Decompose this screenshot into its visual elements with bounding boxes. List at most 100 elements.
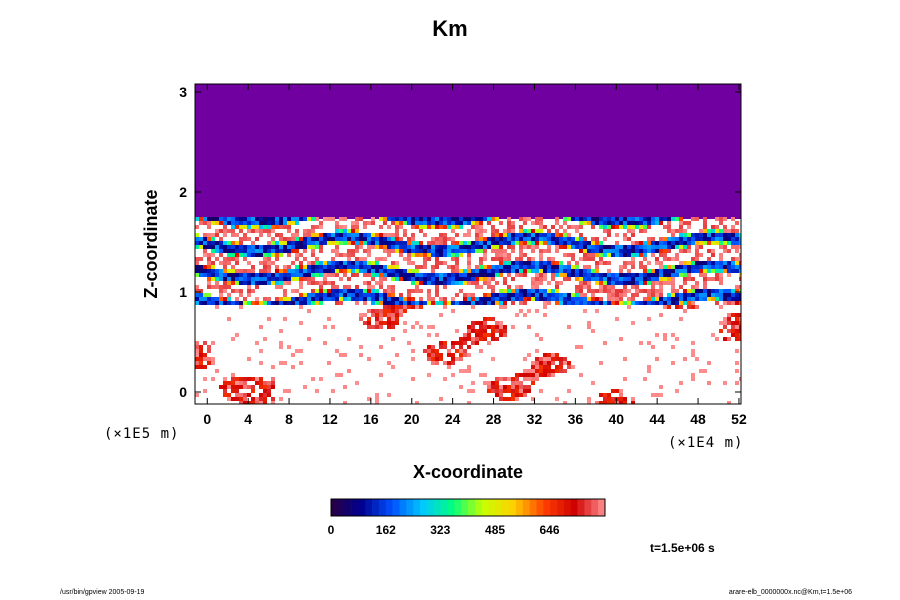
- heatmap-cell: [639, 241, 643, 245]
- heatmap-cell: [703, 289, 707, 293]
- heatmap-cell: [651, 241, 655, 245]
- heatmap-cell: [263, 273, 267, 277]
- heatmap-cell: [443, 345, 447, 349]
- heatmap-cell: [431, 297, 435, 301]
- heatmap-cell: [287, 269, 291, 273]
- heatmap-cell: [371, 313, 375, 317]
- heatmap-cell: [271, 237, 275, 241]
- heatmap-cell: [263, 221, 267, 225]
- heatmap-cell: [623, 357, 627, 361]
- heatmap-cell: [679, 237, 683, 241]
- heatmap-cell: [431, 237, 435, 241]
- heatmap-cell: [391, 217, 395, 221]
- heatmap-cell: [511, 269, 515, 273]
- heatmap-cell: [355, 229, 359, 233]
- heatmap-cell: [555, 217, 559, 221]
- heatmap-cell: [671, 301, 675, 305]
- heatmap-cell: [387, 321, 391, 325]
- heatmap-cell: [299, 293, 303, 297]
- heatmap-cell: [679, 317, 683, 321]
- heatmap-cell: [283, 273, 287, 277]
- heatmap-cell: [627, 281, 631, 285]
- heatmap-cell: [663, 241, 667, 245]
- heatmap-cell: [543, 361, 547, 365]
- heatmap-cell: [279, 301, 283, 305]
- y-tick-label: 1: [179, 284, 187, 300]
- heatmap-cell: [347, 277, 351, 281]
- heatmap-cell: [231, 397, 235, 401]
- heatmap-cell: [723, 225, 727, 229]
- heatmap-cell: [639, 281, 643, 285]
- heatmap-cell: [559, 233, 563, 237]
- heatmap-cell: [223, 389, 227, 393]
- heatmap-cell: [595, 297, 599, 301]
- heatmap-cell: [347, 337, 351, 341]
- heatmap-cell: [235, 261, 239, 265]
- heatmap-cell: [615, 253, 619, 257]
- heatmap-cell: [719, 257, 723, 261]
- heatmap-cell: [299, 237, 303, 241]
- heatmap-cell: [503, 329, 507, 333]
- heatmap-cell: [527, 373, 531, 377]
- heatmap-cell: [355, 217, 359, 221]
- heatmap-cell: [483, 273, 487, 277]
- heatmap-cell: [687, 273, 691, 277]
- colorbar-segment: [433, 499, 441, 516]
- heatmap-cell: [611, 217, 615, 221]
- heatmap-cell: [543, 237, 547, 241]
- heatmap-cell: [707, 293, 711, 297]
- heatmap-cell: [679, 285, 683, 289]
- heatmap-cell: [699, 253, 703, 257]
- heatmap-cell: [319, 285, 323, 289]
- heatmap-cell: [259, 361, 263, 365]
- heatmap-cell: [279, 253, 283, 257]
- heatmap-cell: [655, 217, 659, 221]
- heatmap-cell: [635, 285, 639, 289]
- heatmap-cell: [539, 281, 543, 285]
- heatmap-cell: [211, 341, 215, 345]
- heatmap-cell: [211, 297, 215, 301]
- heatmap-cell: [335, 253, 339, 257]
- heatmap-cell: [371, 273, 375, 277]
- heatmap-cell: [287, 253, 291, 257]
- heatmap-cell: [391, 313, 395, 317]
- heatmap-cell: [351, 253, 355, 257]
- colorbar-segment: [598, 499, 606, 516]
- heatmap-cell: [247, 393, 251, 397]
- heatmap-cell: [371, 301, 375, 305]
- heatmap-cell: [655, 357, 659, 361]
- heatmap-cell: [519, 257, 523, 261]
- heatmap-cell: [467, 253, 471, 257]
- heatmap-cell: [227, 281, 231, 285]
- heatmap-cell: [683, 237, 687, 241]
- colorbar-segment: [358, 499, 366, 516]
- heatmap-cell: [723, 249, 727, 253]
- heatmap-cell: [211, 245, 215, 249]
- heatmap-cell: [239, 385, 243, 389]
- heatmap-cell: [671, 237, 675, 241]
- heatmap-cell: [259, 393, 263, 397]
- heatmap-cell: [351, 297, 355, 301]
- heatmap-cell: [739, 333, 741, 337]
- heatmap-cell: [575, 237, 579, 241]
- heatmap-cell: [395, 241, 399, 245]
- heatmap-cell: [275, 265, 279, 269]
- heatmap-cell: [611, 285, 615, 289]
- heatmap-cell: [527, 241, 531, 245]
- heatmap-cell: [207, 221, 211, 225]
- heatmap-cell: [431, 269, 435, 273]
- heatmap-cell: [479, 337, 483, 341]
- heatmap-cell: [207, 261, 211, 265]
- x-tick-label: 20: [404, 411, 420, 427]
- heatmap-cell: [279, 225, 283, 229]
- heatmap-cell: [575, 217, 579, 221]
- heatmap-cell: [735, 221, 739, 225]
- heatmap-cell: [395, 273, 399, 277]
- colorbar-frame: [330, 498, 606, 517]
- heatmap-cell: [195, 349, 199, 353]
- heatmap-cell: [579, 269, 583, 273]
- heatmap-cell: [415, 217, 419, 221]
- heatmap-cell: [651, 289, 655, 293]
- heatmap-cell: [687, 301, 691, 305]
